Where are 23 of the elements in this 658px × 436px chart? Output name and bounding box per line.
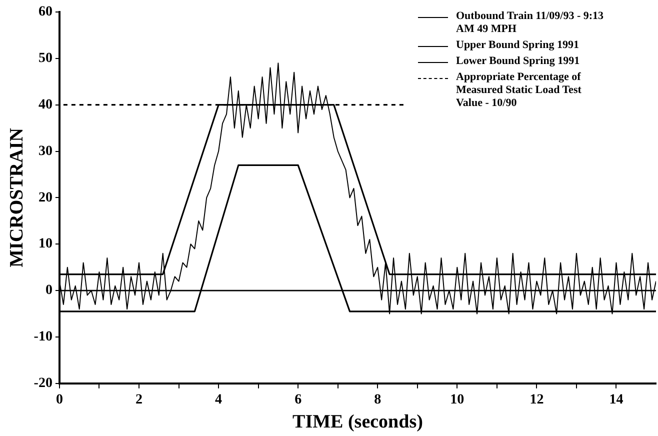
y-axis-title: MICROSTRAIN [6,128,28,268]
y-tick-label: 10 [38,236,52,252]
x-tick-label: 6 [294,392,302,408]
y-tick-label: 60 [38,4,52,20]
x-axis-title: TIME (seconds) [292,412,423,433]
y-tick-label: 40 [38,97,52,112]
x-tick-label: 8 [374,392,382,408]
y-tick-label: -20 [34,376,52,392]
y-tick-label: 0 [45,283,52,298]
legend-label: Lower Bound Spring 1991 [456,55,581,68]
x-tick-label: 0 [56,392,63,408]
x-tick-label: 4 [215,392,222,408]
x-tick-label: 14 [609,392,624,408]
legend-label: Upper Bound Spring 1991 [456,39,580,52]
legend-label: Appropriate Percentage of Measured Static Load Test Value - 10/90 [456,71,582,110]
x-tick-label: 10 [450,392,464,408]
y-tick-label: 20 [38,190,52,206]
y-tick-label: 30 [38,144,52,159]
y-tick-label: -10 [34,330,52,345]
y-tick-label: 50 [38,51,52,66]
legend-label: Outbound Train 11/09/93 - 9:13 AM 49 MPH [456,10,605,36]
x-tick-label: 2 [136,392,142,408]
x-tick-label: 12 [530,392,544,408]
